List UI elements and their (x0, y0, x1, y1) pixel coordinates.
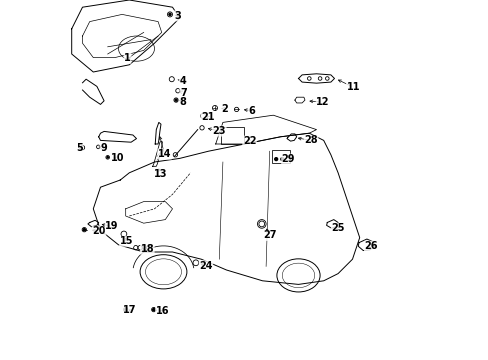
Text: 22: 22 (243, 136, 256, 146)
Text: 29: 29 (281, 154, 295, 164)
Circle shape (124, 309, 126, 311)
Text: 4: 4 (179, 76, 185, 86)
Text: 9: 9 (100, 143, 106, 153)
Circle shape (175, 99, 177, 101)
Text: 25: 25 (331, 223, 344, 233)
Text: 3: 3 (174, 11, 181, 21)
Text: 15: 15 (120, 236, 133, 246)
Text: 18: 18 (140, 244, 154, 254)
Circle shape (83, 229, 85, 231)
Text: 27: 27 (263, 230, 277, 240)
Text: 2: 2 (221, 104, 227, 114)
Text: 1: 1 (124, 53, 131, 63)
Text: 11: 11 (346, 82, 359, 92)
Circle shape (168, 13, 171, 15)
Text: 21: 21 (201, 112, 214, 122)
Text: 23: 23 (212, 126, 225, 136)
Circle shape (280, 158, 283, 161)
Text: 5: 5 (76, 143, 83, 153)
Text: 24: 24 (199, 261, 212, 271)
Text: 20: 20 (92, 226, 105, 236)
Circle shape (107, 157, 108, 158)
Bar (271, 150, 289, 163)
Text: 7: 7 (180, 88, 186, 98)
Text: 26: 26 (364, 241, 377, 251)
Text: 12: 12 (316, 97, 329, 107)
Circle shape (274, 158, 277, 161)
Text: 14: 14 (158, 149, 171, 159)
Text: 13: 13 (154, 168, 167, 179)
Text: 17: 17 (123, 305, 137, 315)
Text: 10: 10 (111, 153, 124, 163)
Text: 16: 16 (155, 306, 169, 316)
Circle shape (152, 309, 155, 311)
Text: 28: 28 (304, 135, 317, 145)
Text: 6: 6 (248, 105, 255, 116)
Text: 19: 19 (105, 221, 119, 231)
Text: 8: 8 (179, 96, 185, 107)
Bar (221, 127, 244, 144)
